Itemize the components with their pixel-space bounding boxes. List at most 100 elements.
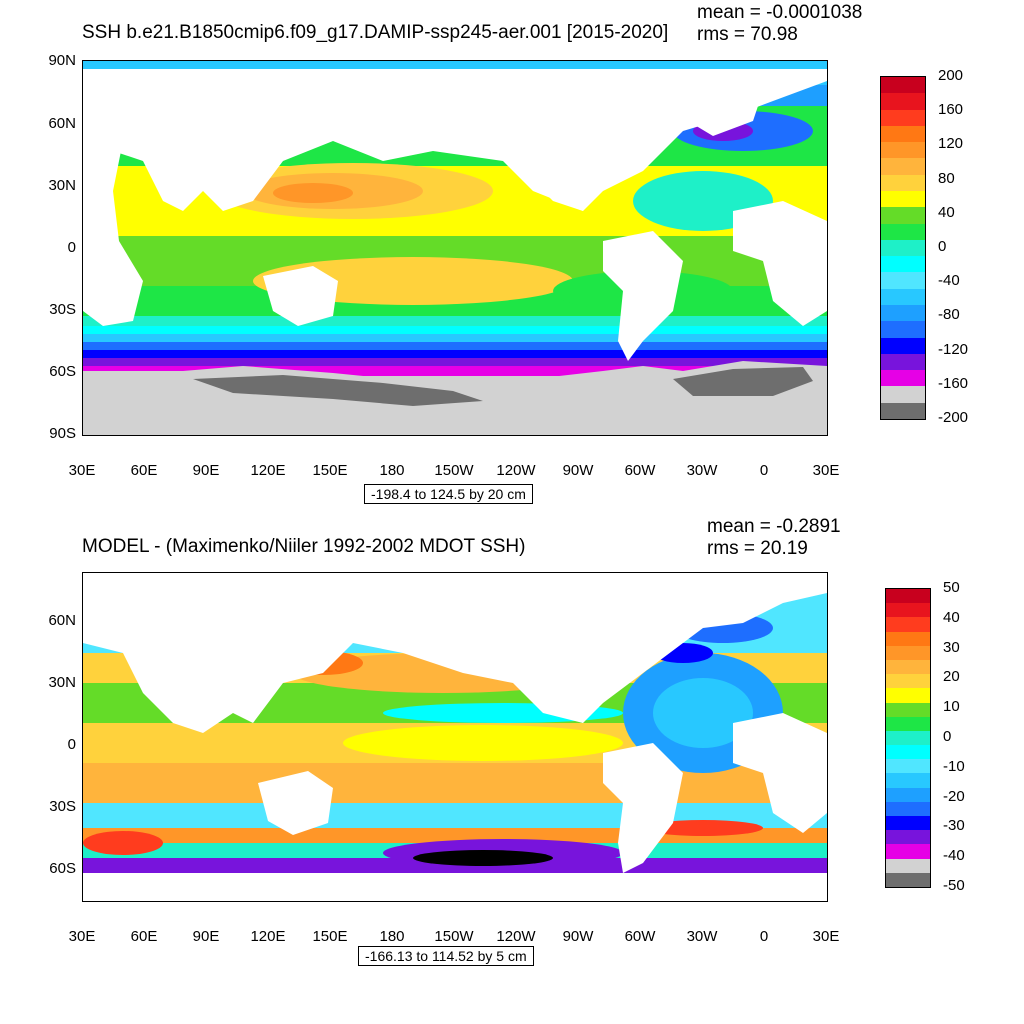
lon-label: 90E [192, 928, 220, 945]
ssh-field [83, 61, 827, 435]
colorbar-swatch [886, 858, 930, 873]
lat-label: 90S [49, 425, 76, 442]
colorbar-swatch [886, 745, 930, 760]
lat-label: 30N [48, 674, 76, 691]
lon-label: 90W [562, 928, 594, 945]
lon-label: 60E [130, 462, 158, 479]
lat-label: 30S [49, 798, 76, 815]
colorbar-swatch [886, 816, 930, 831]
colorbar-swatch [886, 844, 930, 859]
lat-label: 30N [48, 177, 76, 194]
lon-label: 120W [496, 462, 536, 479]
lat-label: 0 [67, 736, 76, 753]
colorbar-label: 120 [938, 135, 964, 153]
colorbar-swatch [881, 402, 925, 419]
colorbar-label: 50 [943, 579, 960, 596]
colorbar-swatch [886, 688, 930, 703]
colorbar-label: -120 [938, 340, 969, 358]
colorbar-swatch [886, 730, 930, 746]
colorbar [880, 76, 926, 420]
colorbar-swatch [881, 370, 925, 387]
lon-label: 0 [759, 462, 769, 479]
colorbar-swatch [881, 142, 925, 159]
colorbar-swatch [886, 787, 930, 802]
lon-label: 180 [379, 462, 405, 479]
colorbar-swatch [881, 353, 925, 371]
colorbar-swatch [881, 223, 925, 240]
colorbar-swatch [881, 272, 925, 289]
colorbar-swatch [881, 321, 925, 338]
colorbar-swatch [886, 801, 930, 816]
colorbar-swatch [886, 674, 930, 689]
colorbar-swatch [881, 288, 925, 305]
colorbar-label: -200 [938, 409, 969, 426]
lon-label: 150W [434, 462, 474, 479]
colorbar-label: 200 [938, 67, 964, 84]
lon-label: 30W [686, 462, 718, 479]
colorbar-swatch [886, 702, 930, 717]
colorbar-swatch [881, 239, 925, 257]
lon-label: 90W [562, 462, 594, 479]
rms-value: rms = 20.19 [707, 538, 808, 559]
colorbar-label: 0 [938, 238, 947, 255]
lon-label: 30E [68, 462, 96, 479]
colorbar-label: -10 [943, 757, 965, 775]
contour-range-label: -166.13 to 114.52 by 5 cm [358, 946, 534, 966]
colorbar-label: 40 [938, 203, 955, 221]
colorbar-swatch [886, 645, 930, 660]
lon-label: 30W [686, 928, 718, 945]
lat-label: 0 [67, 239, 76, 256]
lat-label: 60N [48, 115, 76, 132]
colorbar-label: -30 [943, 817, 965, 835]
ssh-panel: SSH b.e21.B1850cmip6.f09_g17.DAMIP-ssp24… [0, 0, 1024, 505]
colorbar-swatch [881, 174, 925, 191]
rms-value: rms = 70.98 [697, 24, 798, 45]
lon-label: 150E [312, 462, 348, 479]
colorbar-label: 10 [943, 698, 960, 716]
mean-value: mean = -0.0001038 [697, 2, 863, 23]
colorbar-label: 40 [943, 608, 960, 626]
lon-label: 180 [379, 928, 405, 945]
lat-label: 30S [49, 301, 76, 318]
lon-label: 30E [812, 928, 840, 945]
colorbar-label: -80 [938, 306, 960, 324]
lon-label: 30E [68, 928, 96, 945]
colorbar-swatch [881, 337, 925, 354]
lat-label: 60N [48, 612, 76, 629]
colorbar-label: 30 [943, 638, 960, 656]
colorbar [885, 588, 931, 888]
colorbar-label: -40 [938, 272, 960, 290]
lon-label: 120E [250, 462, 286, 479]
colorbar-label: 20 [943, 668, 960, 686]
colorbar-label: 80 [938, 169, 955, 187]
lon-label: 120W [496, 928, 536, 945]
lon-label: 30E [812, 462, 840, 479]
colorbar-swatch [886, 617, 930, 632]
lon-label: 120E [250, 928, 286, 945]
colorbar-swatch [886, 589, 930, 604]
ssh-map [82, 60, 828, 436]
colorbar-swatch [881, 304, 925, 322]
colorbar-swatch [881, 125, 925, 143]
lon-label: 60E [130, 928, 158, 945]
panel-title: SSH b.e21.B1850cmip6.f09_g17.DAMIP-ssp24… [82, 22, 669, 43]
lon-label: 60W [624, 928, 656, 945]
model-diff-panel: MODEL - (Maximenko/Niiler 1992-2002 MDOT… [0, 510, 1024, 990]
lat-label: 60S [49, 860, 76, 877]
colorbar-swatch [886, 716, 930, 731]
lat-label: 90N [48, 52, 76, 69]
colorbar-swatch [886, 830, 930, 845]
lon-label: 90E [192, 462, 220, 479]
colorbar-swatch [886, 759, 930, 774]
colorbar-label: -50 [943, 877, 965, 894]
lat-label: 60S [49, 363, 76, 380]
colorbar-swatch [886, 659, 930, 675]
mean-value: mean = -0.2891 [707, 516, 841, 537]
colorbar-label: -40 [943, 847, 965, 865]
panel-title: MODEL - (Maximenko/Niiler 1992-2002 MDOT… [82, 536, 526, 557]
colorbar-swatch [886, 872, 930, 887]
model-diff-map [82, 572, 828, 902]
colorbar-swatch [881, 190, 925, 208]
lon-label: 150W [434, 928, 474, 945]
colorbar-label: -160 [938, 374, 969, 392]
